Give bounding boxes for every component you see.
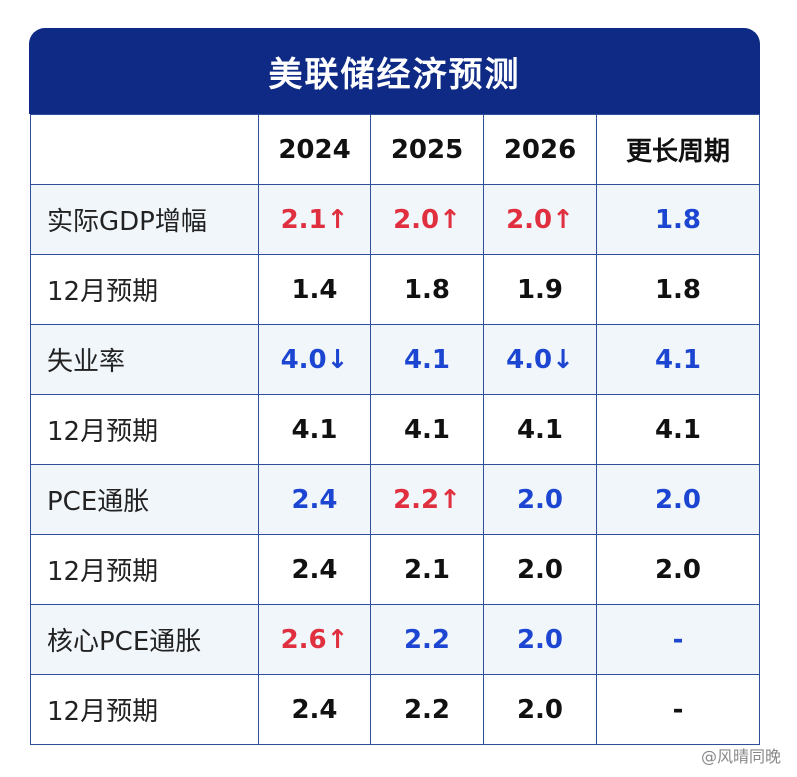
header-cell-longer-run: 更长周期 — [596, 114, 760, 185]
cell-value: 2.4 — [291, 554, 338, 585]
value-cell: 2.0 — [483, 674, 597, 745]
value-cell: 2.4 — [258, 674, 371, 745]
table-row: PCE通胀 2.4 2.2↑ 2.0 2.0 — [30, 464, 760, 535]
up-arrow-icon: ↑ — [439, 204, 461, 235]
value-cell: 4.0↓ — [258, 324, 371, 395]
table-row: 实际GDP增幅 2.1↑ 2.0↑ 2.0↑ 1.8 — [30, 184, 760, 255]
row-label: 12月预期 — [30, 394, 259, 465]
cell-value: 1.4 — [291, 274, 338, 305]
value-cell: 2.6↑ — [258, 604, 371, 675]
value-cell: 4.1 — [258, 394, 371, 465]
watermark: @风晴同晚 — [700, 747, 781, 766]
up-arrow-icon: ↑ — [326, 204, 349, 235]
table-row: 12月预期 4.1 4.1 4.1 4.1 — [30, 394, 760, 465]
cell-value: 2.0 — [516, 554, 564, 585]
row-label: 12月预期 — [30, 254, 259, 325]
header-cell-2025: 2025 — [370, 114, 484, 185]
cell-value: 4.1 — [403, 414, 451, 445]
cell-value: 2.2 — [403, 624, 451, 655]
value-cell: 2.0 — [596, 464, 760, 535]
value-cell: 2.0↑ — [483, 184, 597, 255]
cell-value: 2.6 — [280, 624, 327, 655]
cell-value: 2.0 — [506, 204, 553, 235]
value-cell: 4.1 — [370, 394, 484, 465]
value-cell: 2.2↑ — [370, 464, 484, 535]
cell-value: 4.1 — [654, 414, 702, 445]
cell-value: 1.8 — [654, 204, 702, 235]
cell-value: 2.4 — [291, 484, 338, 515]
value-cell: 1.8 — [596, 184, 760, 255]
value-cell: 2.1 — [370, 534, 484, 605]
value-cell: - — [596, 604, 760, 675]
table-body: 实际GDP增幅 2.1↑ 2.0↑ 2.0↑ 1.8 12月预期 1.4 1.8 1.9 1.8 失… — [30, 184, 760, 745]
cell-value: 2.0 — [516, 694, 564, 725]
value-cell: 4.0↓ — [483, 324, 597, 395]
value-cell: 2.0 — [483, 604, 597, 675]
value-cell: 2.0 — [483, 464, 597, 535]
value-cell: 2.0 — [596, 534, 760, 605]
cell-value: 4.1 — [516, 414, 564, 445]
row-label: 12月预期 — [30, 674, 259, 745]
value-cell: 2.2 — [370, 674, 484, 745]
cell-value: 4.0 — [280, 344, 327, 375]
up-arrow-icon: ↑ — [439, 484, 461, 515]
value-cell: 2.1↑ — [258, 184, 371, 255]
down-arrow-icon: ↓ — [552, 344, 574, 375]
value-cell: 1.8 — [596, 254, 760, 325]
cell-value: 2.0 — [654, 484, 702, 515]
forecast-table: 2024 2025 2026 更长周期 实际GDP增幅 2.1↑ 2.0↑ 2.0↑ 1… — [30, 114, 760, 745]
cell-value: 2.0 — [516, 484, 564, 515]
row-label: PCE通胀 — [30, 464, 259, 535]
header-cell-blank — [30, 114, 259, 185]
table-row: 12月预期 2.4 2.2 2.0 - — [30, 674, 760, 745]
cell-value: 1.8 — [654, 274, 702, 305]
row-label: 12月预期 — [30, 534, 259, 605]
value-cell: 2.0 — [483, 534, 597, 605]
value-cell: 4.1 — [596, 324, 760, 395]
table-title: 美联储经济预测 — [29, 28, 760, 114]
value-cell: 2.2 — [370, 604, 484, 675]
value-cell: 2.0↑ — [370, 184, 484, 255]
value-cell: - — [596, 674, 760, 745]
cell-value: 1.8 — [403, 274, 451, 305]
cell-value: 2.1 — [403, 554, 451, 585]
cell-value: 1.9 — [516, 274, 564, 305]
value-cell: 4.1 — [596, 394, 760, 465]
value-cell: 1.9 — [483, 254, 597, 325]
cell-value: 2.2 — [403, 694, 451, 725]
cell-value: - — [672, 694, 684, 725]
up-arrow-icon: ↑ — [326, 624, 349, 655]
cell-value: 2.0 — [654, 554, 702, 585]
cell-value: 4.1 — [654, 344, 702, 375]
cell-value: 4.1 — [403, 344, 451, 375]
cell-value: 4.0 — [506, 344, 553, 375]
row-label: 失业率 — [30, 324, 259, 395]
row-label: 实际GDP增幅 — [30, 184, 259, 255]
value-cell: 4.1 — [483, 394, 597, 465]
value-cell: 1.8 — [370, 254, 484, 325]
cell-value: 2.1 — [280, 204, 327, 235]
table-row: 失业率 4.0↓ 4.1 4.0↓ 4.1 — [30, 324, 760, 395]
value-cell: 4.1 — [370, 324, 484, 395]
up-arrow-icon: ↑ — [552, 204, 574, 235]
cell-value: - — [672, 624, 684, 655]
header-cell-2026: 2026 — [483, 114, 597, 185]
down-arrow-icon: ↓ — [326, 344, 349, 375]
table-row: 12月预期 1.4 1.8 1.9 1.8 — [30, 254, 760, 325]
cell-value: 2.0 — [516, 624, 564, 655]
cell-value: 2.0 — [393, 204, 440, 235]
cell-value: 2.4 — [291, 694, 338, 725]
header-cell-2024: 2024 — [258, 114, 371, 185]
value-cell: 2.4 — [258, 464, 371, 535]
cell-value: 2.2 — [393, 484, 440, 515]
cell-value: 4.1 — [291, 414, 338, 445]
row-label: 核心PCE通胀 — [30, 604, 259, 675]
table-row: 核心PCE通胀 2.6↑ 2.2 2.0- — [30, 604, 760, 675]
value-cell: 2.4 — [258, 534, 371, 605]
value-cell: 1.4 — [258, 254, 371, 325]
header-row: 2024 2025 2026 更长周期 — [30, 114, 760, 185]
forecast-card: 美联储经济预测 2024 2025 2026 更长周期 实际GDP增幅 2.1↑ 2… — [29, 28, 760, 745]
table-row: 12月预期 2.4 2.1 2.0 2.0 — [30, 534, 760, 605]
